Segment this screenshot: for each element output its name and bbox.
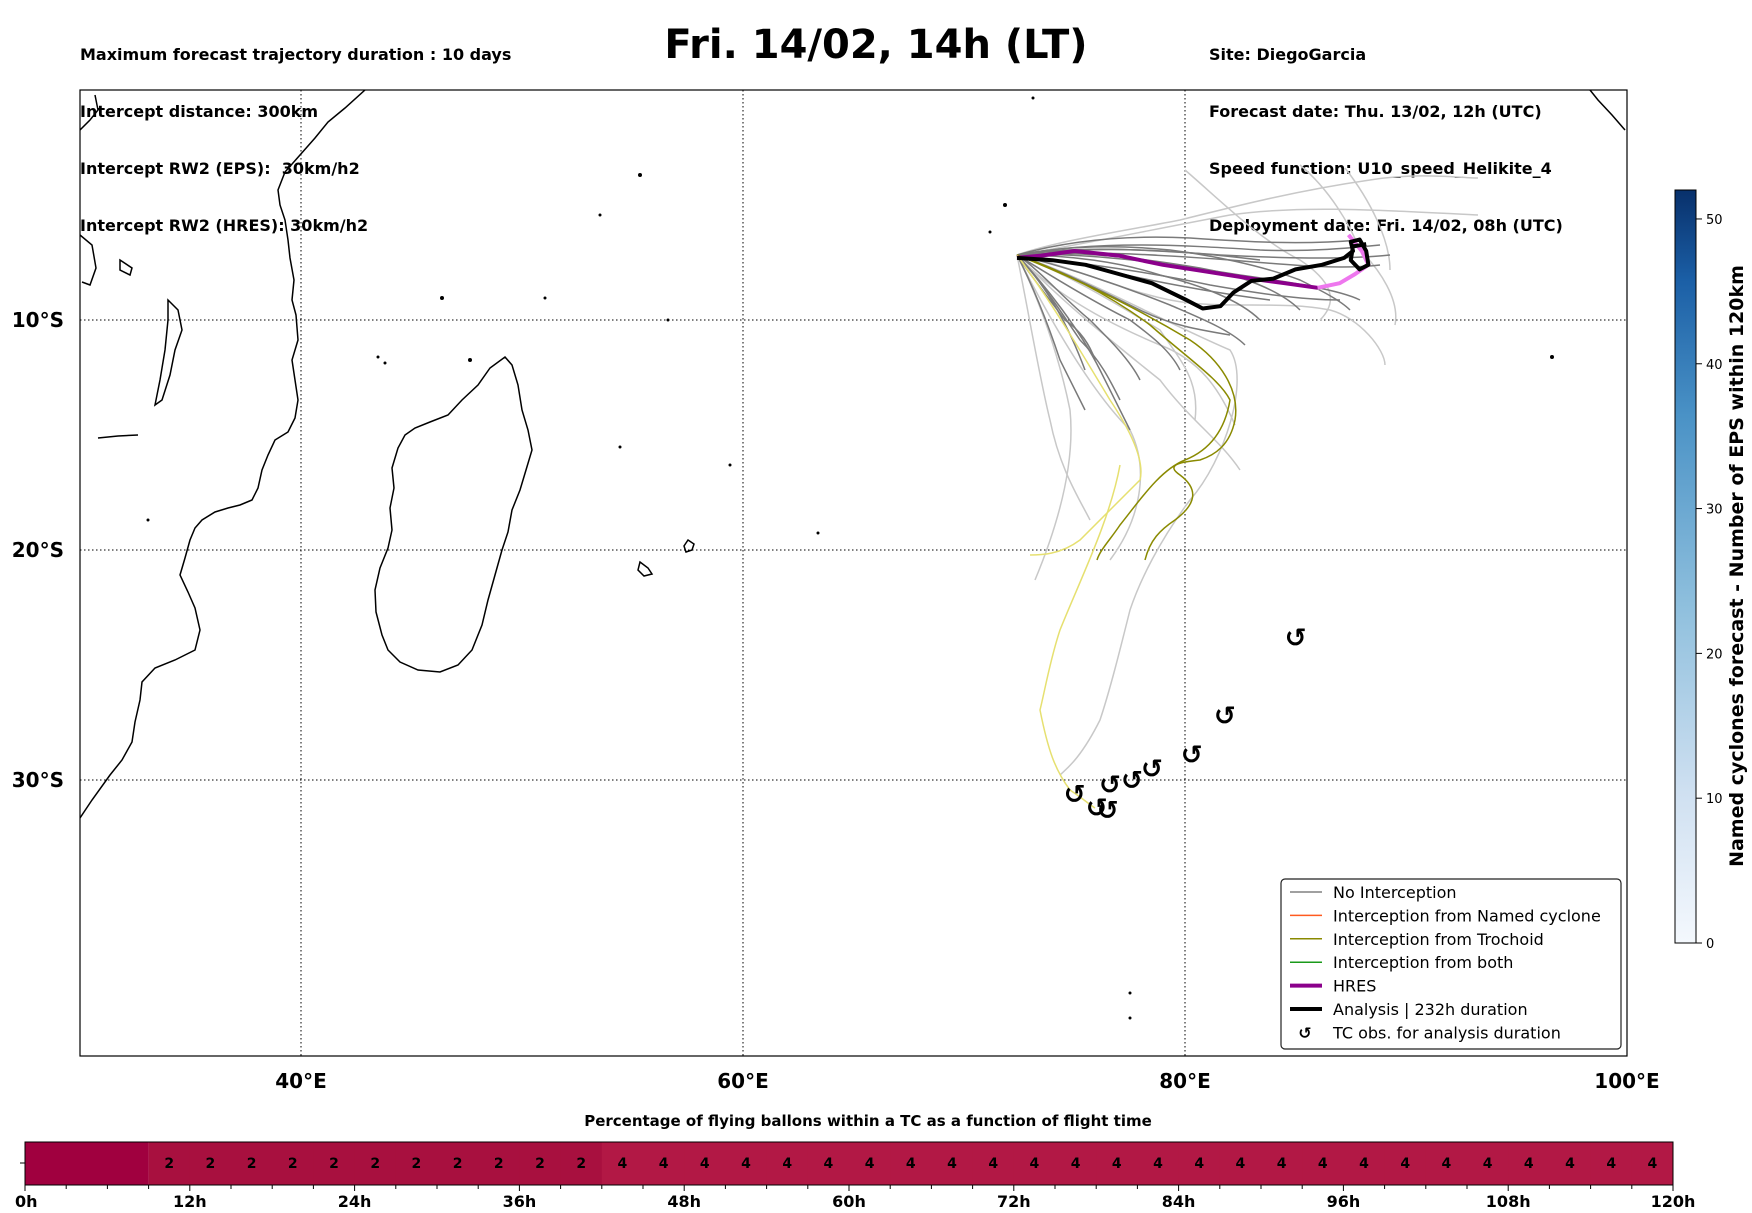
trochoid-trajectories	[1016, 254, 1237, 809]
coast-fragment	[80, 94, 99, 131]
legend-label: TC obs. for analysis duration	[1332, 1023, 1561, 1042]
legend: No Interception Interception from Named c…	[1280, 878, 1622, 1050]
legend-label: Interception from Trochoid	[1333, 930, 1544, 949]
small-islands	[146, 96, 1554, 1020]
legend-label: Interception from Named cyclone	[1333, 906, 1601, 925]
gridlines	[80, 90, 1627, 1056]
x-tick-label: 40°E	[275, 1069, 327, 1093]
site-text: Site: DiegoGarcia	[1209, 45, 1367, 64]
colorbar-label: Named cyclones forecast - Number of EPS …	[1726, 265, 1748, 867]
header-left-info: Maximum forecast trajectory duration : 1…	[80, 7, 511, 254]
x-tick-label: 80°E	[1159, 1069, 1211, 1093]
legend-label: Analysis | 232h duration	[1333, 1000, 1528, 1019]
header-right-info: Site: DiegoGarcia Forecast date: Thu. 13…	[1209, 7, 1563, 254]
colorbar-tick-label: 40	[1706, 358, 1723, 373]
forecast-date-text: Forecast date: Thu. 13/02, 12h (UTC)	[1209, 102, 1542, 121]
tc-observation-marker: ↺	[1086, 794, 1108, 824]
coast-fragment	[119, 258, 133, 277]
intercept-distance-text: Intercept distance: 300km	[80, 102, 319, 121]
speed-function-text: Speed function: U10_speed_Helikite_4	[1209, 159, 1552, 178]
colorbar-tick-label: 20	[1706, 647, 1723, 662]
map-frame	[79, 89, 1628, 1057]
deployment-date-text: Deployment date: Fri. 14/02, 08h (UTC)	[1209, 216, 1563, 235]
colorbar-gradient	[1674, 189, 1697, 944]
lake-coastline	[97, 434, 139, 439]
island-coastline	[153, 298, 183, 407]
reunion-coastline	[683, 538, 695, 553]
coastlines	[80, 90, 1626, 819]
tc-observation-marker: ↺	[1121, 766, 1143, 796]
colorbar-tick-label: 0	[1706, 937, 1714, 952]
y-tick-label: 20°S	[12, 538, 64, 562]
analysis-series-line	[1016, 237, 1371, 311]
tc-observations: ↺↺↺↺↺↺↺ ↺↺	[1064, 623, 1307, 826]
tc-observation-marker: ↺	[1285, 623, 1307, 653]
tc-observation-marker: ↺	[1181, 741, 1203, 771]
legend-label: No Interception	[1333, 883, 1457, 902]
legend-label: HRES	[1333, 977, 1376, 996]
data-series	[1016, 233, 1371, 311]
colorbar: 0 10 20 30 40 50 Named cyclones forecast - Nu…	[1674, 189, 1748, 952]
y-tick-label: 30°S	[12, 768, 64, 792]
hres-series-line	[1016, 249, 1318, 290]
intercept-hres-text: Intercept RW2 (HRES): 30km/h2	[80, 216, 369, 235]
x-tick-label: 100°E	[1594, 1069, 1659, 1093]
intercept-eps-text: Intercept RW2 (EPS): 30km/h2	[80, 159, 360, 178]
africa-coastline	[80, 90, 366, 819]
tc-observation-marker: ↺	[1141, 755, 1163, 785]
ensemble-trajectories-dark	[1016, 236, 1391, 431]
max-duration-text: Maximum forecast trajectory duration : 1…	[80, 45, 512, 64]
page-title: Fri. 14/02, 14h (LT)	[664, 22, 1088, 68]
colorbar-ticks: 0 10 20 30 40 50	[1696, 213, 1723, 952]
colorbar-tick-label: 50	[1706, 213, 1723, 228]
colorbar-tick-label: 30	[1706, 503, 1723, 518]
legend-tc-symbol: ↺	[1298, 1023, 1311, 1042]
x-tick-label: 60°E	[717, 1069, 769, 1093]
mauritius-coastline	[637, 560, 654, 577]
tc-observation-marker: ↺	[1097, 796, 1119, 826]
coast-fragment	[1589, 90, 1626, 131]
borneo-coastline	[80, 234, 97, 286]
tc-observation-marker: ↺	[1214, 702, 1236, 732]
madagascar-coastline	[374, 355, 533, 673]
legend-label: Interception from both	[1333, 953, 1513, 972]
tc-observation-marker: ↺	[1064, 780, 1086, 810]
tc-observation-marker: ↺	[1099, 771, 1121, 801]
colorbar-tick-label: 10	[1706, 792, 1723, 807]
axis-labels: 40°E 60°E 80°E 100°E 10°S 20°S 30°S	[12, 308, 1660, 1093]
y-tick-label: 10°S	[12, 308, 64, 332]
